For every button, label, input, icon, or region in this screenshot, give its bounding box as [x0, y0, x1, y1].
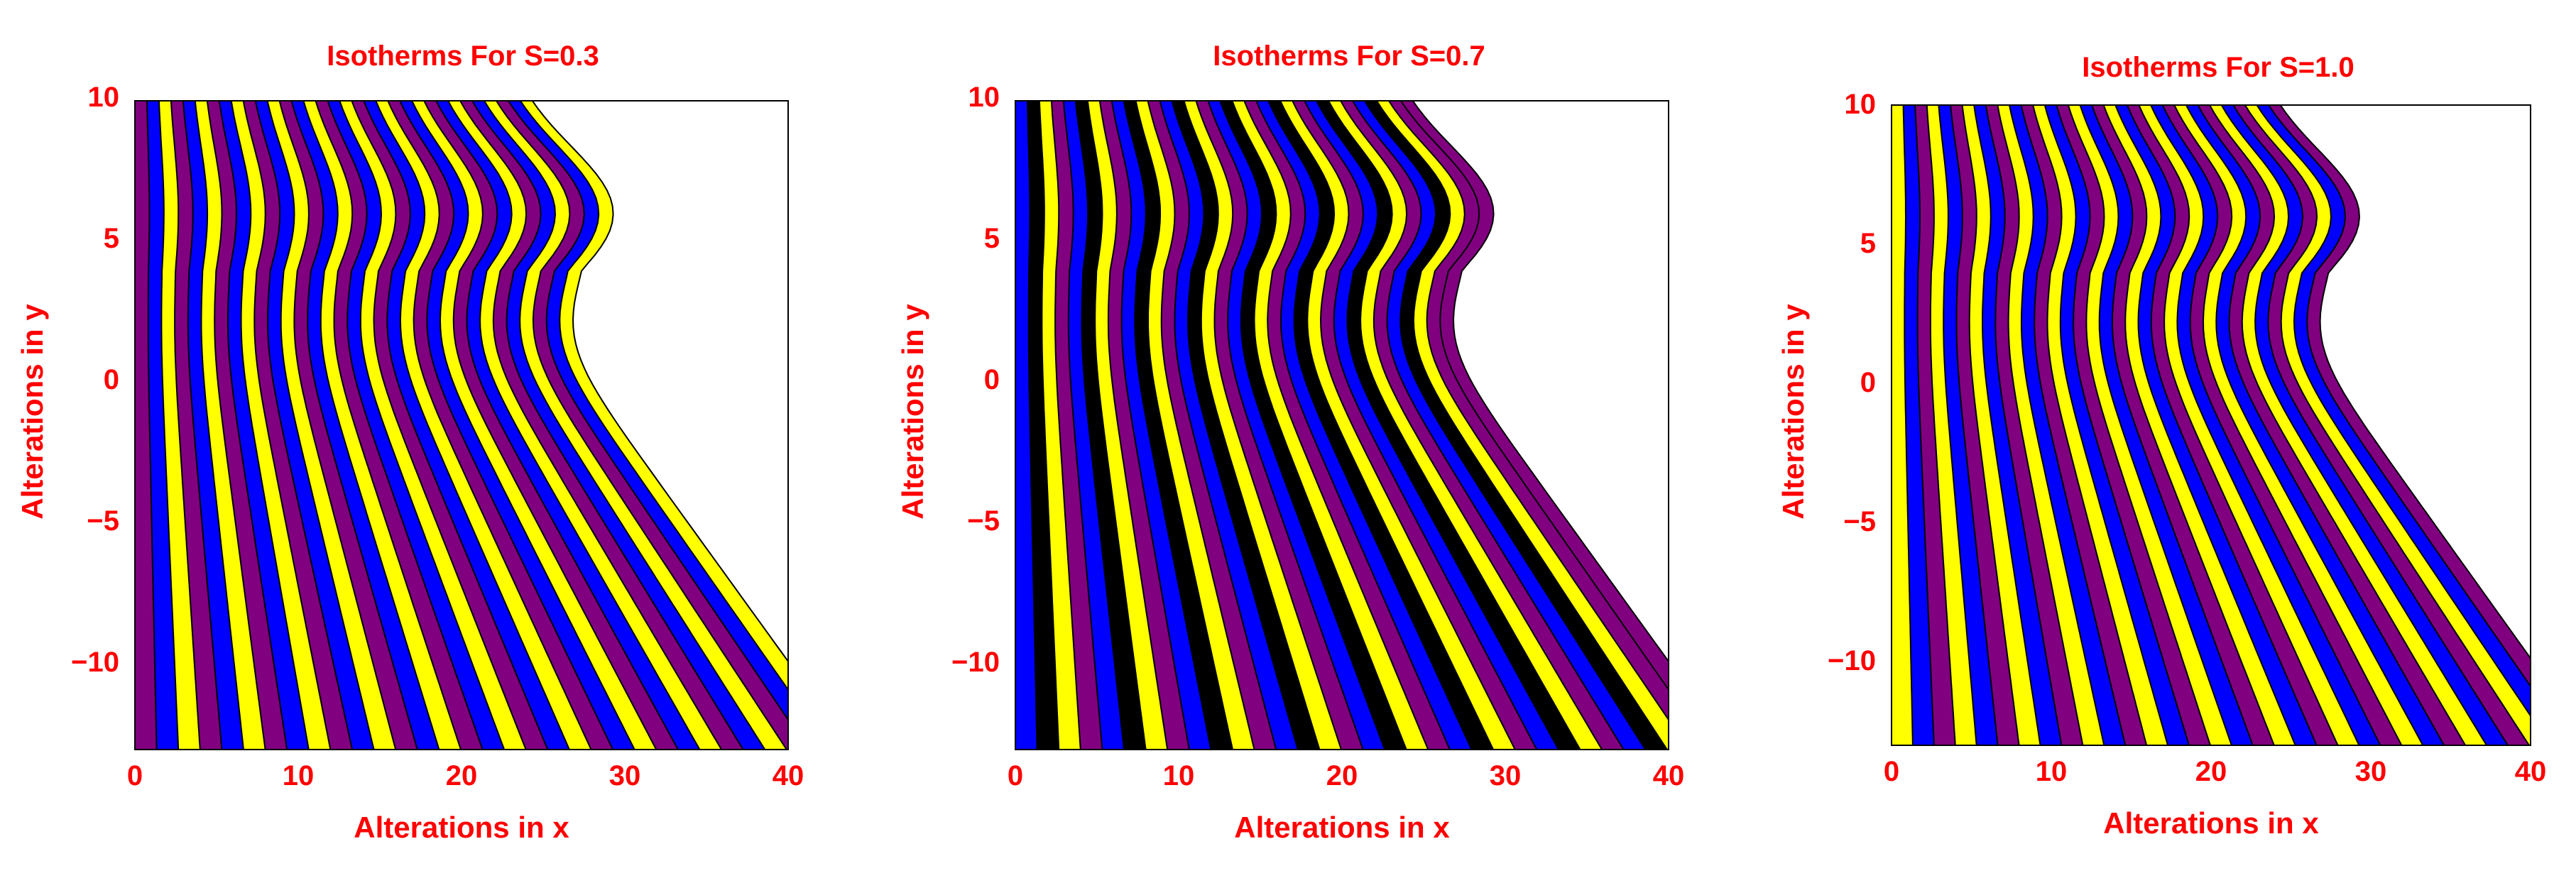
y-axis-label: Alterations in y	[1777, 304, 1810, 520]
y-tick-label: 0	[104, 364, 119, 395]
x-tick-label: 30	[2355, 756, 2387, 787]
x-tick-label: 30	[1490, 760, 1522, 791]
y-axis-label: Alterations in y	[896, 304, 929, 520]
y-tick-labels: −10 −5 0 5 10	[1828, 89, 1876, 676]
y-tick-label: 0	[984, 364, 1000, 395]
x-axis-label: Alterations in x	[2103, 806, 2319, 840]
x-tick-labels: 0 10 20 30 40	[1884, 756, 2546, 787]
y-tick-label: −5	[1843, 506, 1876, 537]
y-tick-label: 5	[1860, 228, 1876, 259]
x-tick-labels: 0 10 20 30 40	[127, 760, 804, 791]
contour-band	[2279, 105, 2531, 660]
y-tick-labels: −10 −5 0 5 10	[71, 82, 119, 678]
y-tick-label: 5	[104, 223, 119, 254]
contour-bands	[135, 101, 788, 750]
x-tick-label: 40	[773, 760, 804, 791]
y-tick-label: 0	[1860, 367, 1876, 398]
x-tick-label: 20	[2195, 756, 2227, 787]
chart-title: Isotherms For S=1.0	[2082, 52, 2354, 83]
x-tick-label: 40	[2515, 756, 2547, 787]
y-tick-label: −10	[1828, 645, 1876, 676]
x-tick-label: 40	[1653, 760, 1685, 791]
plot-frame	[134, 100, 789, 750]
y-tick-label: 5	[984, 223, 1000, 254]
x-axis-label: Alterations in x	[354, 811, 569, 844]
x-tick-label: 0	[127, 760, 143, 791]
y-tick-labels: −10 −5 0 5 10	[951, 82, 1000, 678]
y-tick-label: 10	[968, 82, 1000, 113]
x-tick-label: 10	[283, 760, 315, 791]
contour-band	[531, 101, 788, 663]
plot-frame	[1015, 100, 1669, 750]
y-tick-label: −5	[967, 505, 1000, 537]
y-tick-label: 10	[88, 82, 120, 113]
chart-panel-s03: Isotherms For S=0.3 0 10 20 30 40 −10 −5…	[16, 40, 804, 844]
x-tick-labels: 0 10 20 30 40	[1008, 760, 1684, 791]
chart-title: Isotherms For S=0.3	[327, 40, 599, 72]
x-tick-label: 20	[1326, 760, 1358, 791]
y-tick-label: −10	[71, 647, 119, 678]
chart-title: Isotherms For S=0.7	[1213, 40, 1485, 72]
plot-frame	[1891, 104, 2531, 746]
x-tick-label: 0	[1008, 760, 1023, 791]
y-axis-label: Alterations in y	[16, 304, 49, 520]
chart-panel-s10: Isotherms For S=1.0 0 10 20 30 40 −10 −5…	[1777, 52, 2546, 840]
y-tick-label: −10	[951, 647, 1000, 678]
x-tick-label: 30	[609, 760, 641, 791]
contour-band	[1412, 101, 1669, 663]
x-tick-label: 20	[446, 760, 478, 791]
y-tick-label: −5	[87, 505, 119, 537]
x-tick-label: 10	[1163, 760, 1195, 791]
x-tick-label: 10	[2036, 756, 2068, 787]
contour-bands	[1015, 101, 1669, 750]
contour-bands	[1892, 105, 2531, 745]
y-tick-label: 10	[1845, 89, 1877, 120]
chart-panel-s07: Isotherms For S=0.7 0 10 20 30 40 −10 −5…	[896, 40, 1684, 844]
x-axis-label: Alterations in x	[1234, 811, 1450, 844]
x-tick-label: 0	[1884, 756, 1899, 787]
